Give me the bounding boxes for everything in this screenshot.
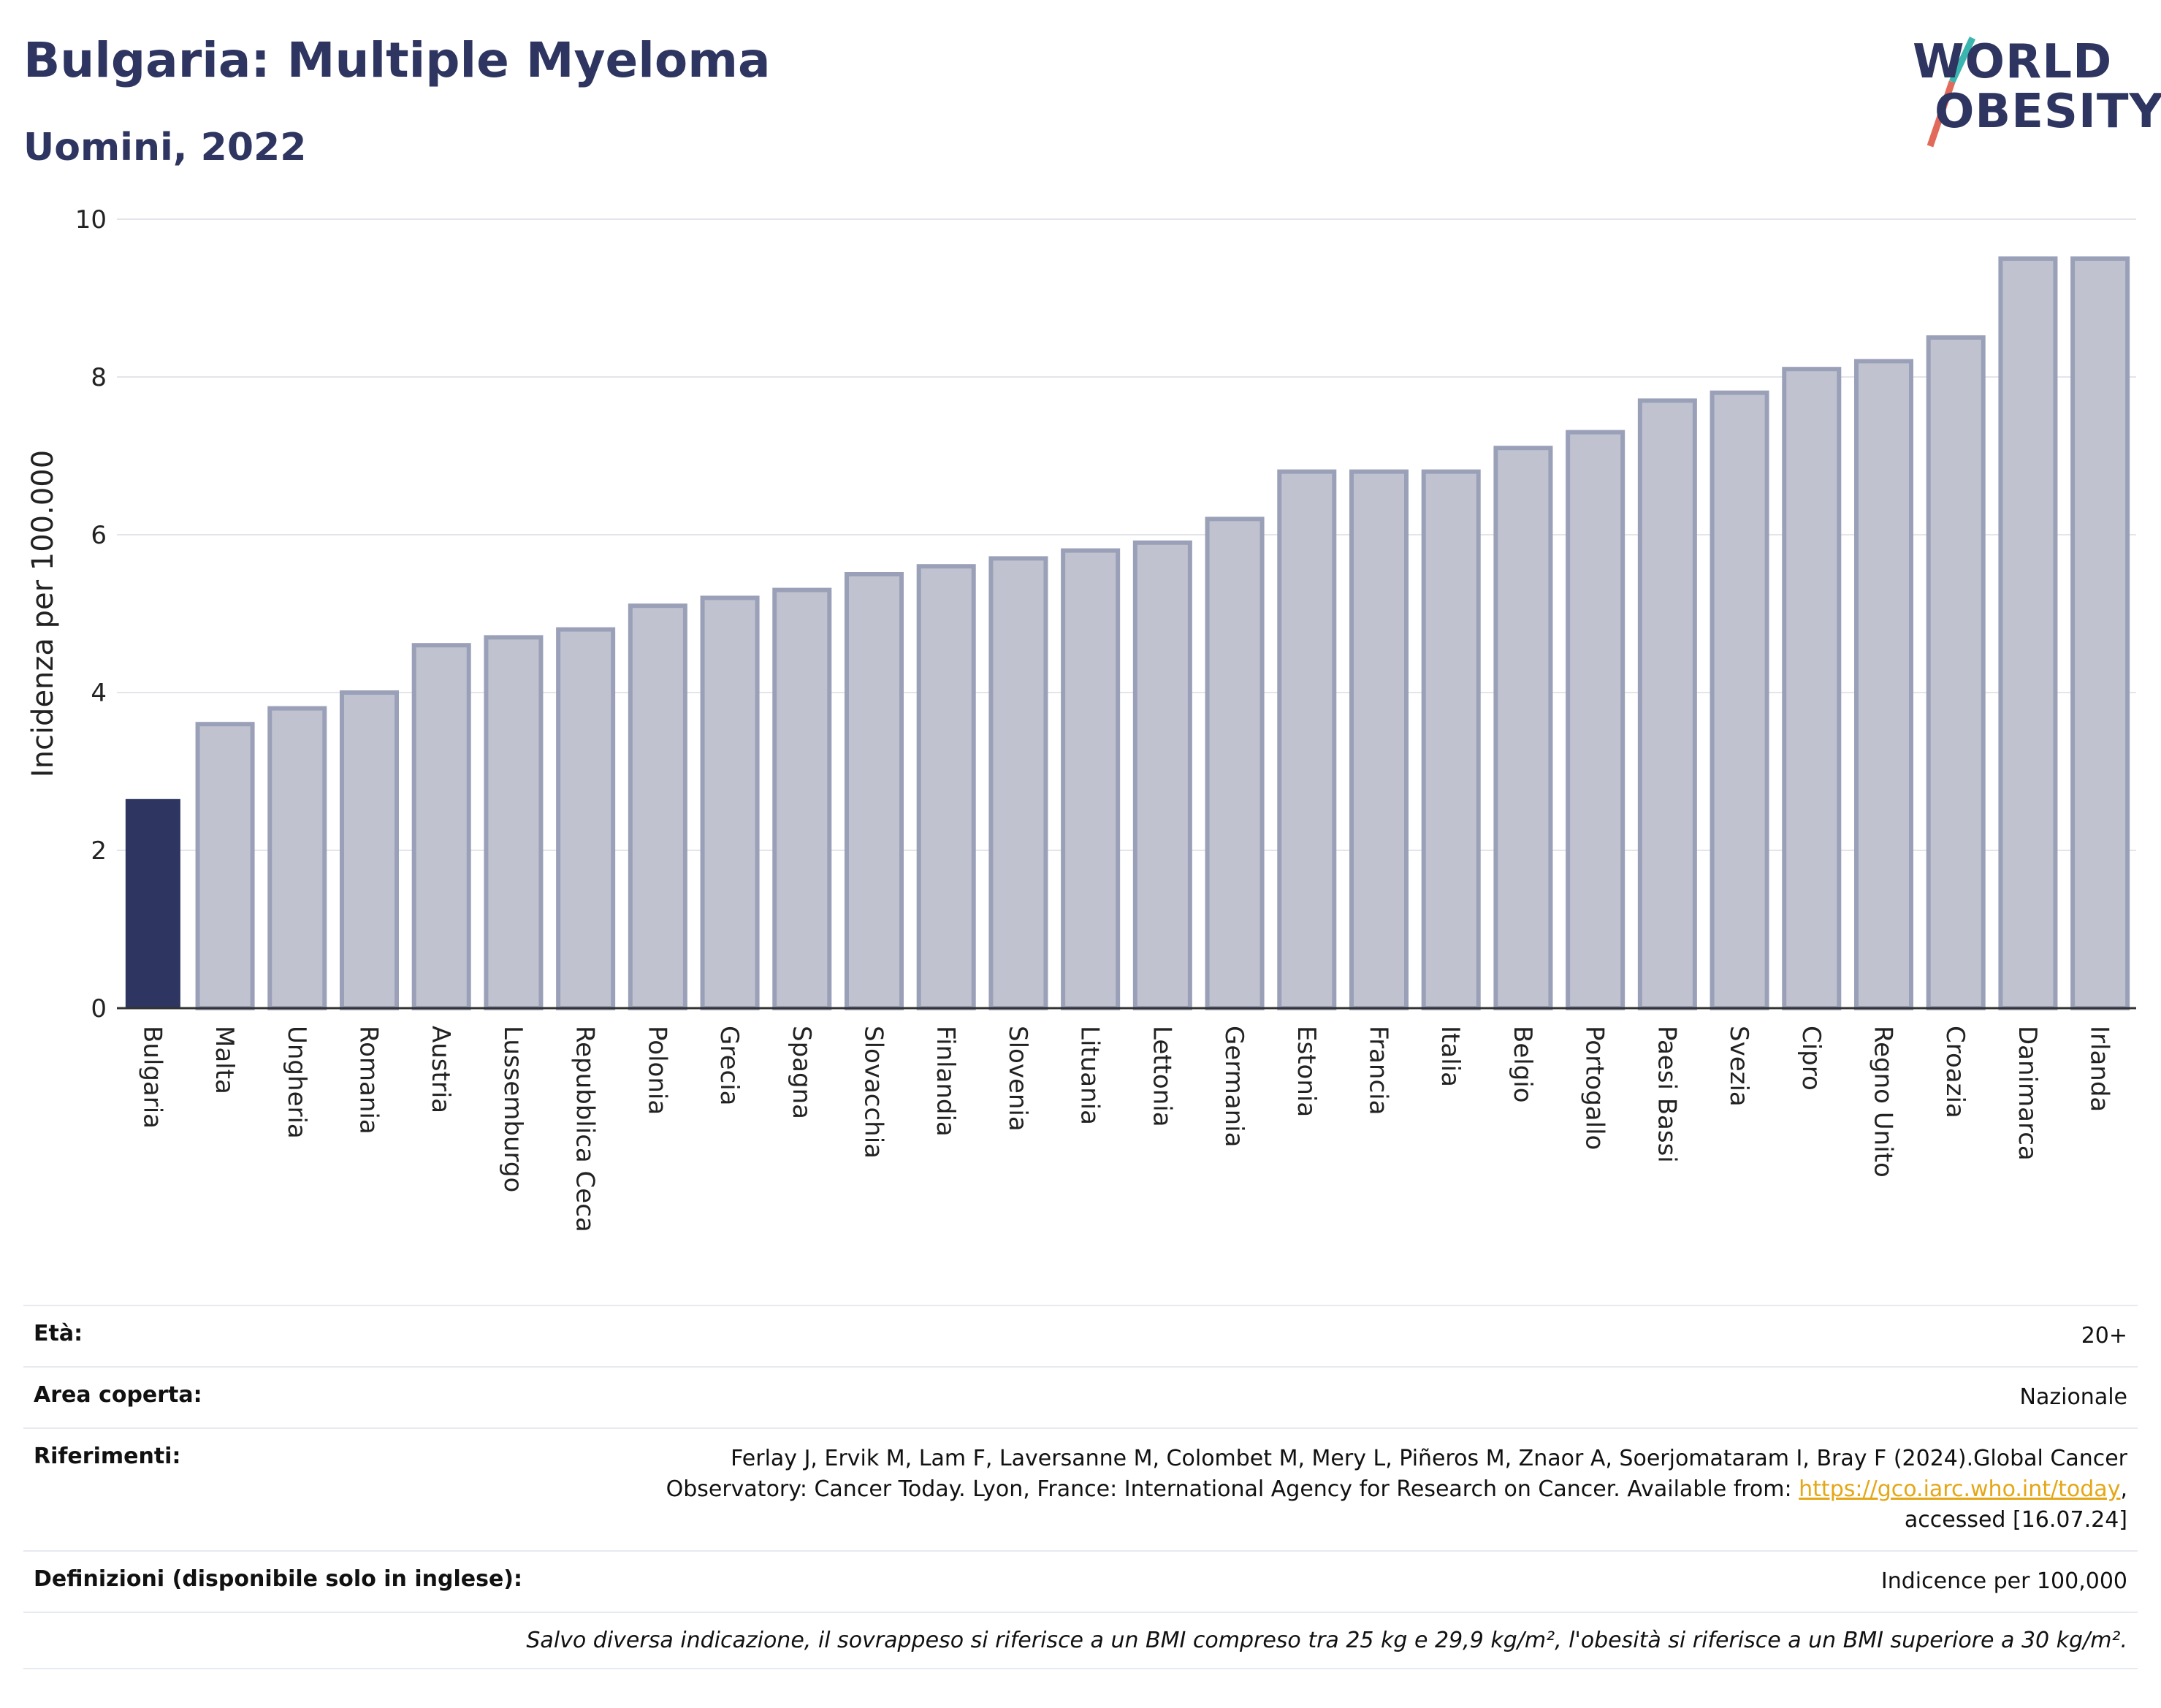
x-tick-label: Estonia	[1292, 1026, 1321, 1117]
bar-irlanda	[2070, 256, 2130, 1010]
chart-bars	[125, 256, 2130, 1011]
meta-row-definitions: Definizioni (disponibile solo in inglese…	[23, 1550, 2138, 1612]
bar-paesi-bassi	[1637, 398, 1697, 1010]
x-tick-label: Paesi Bassi	[1652, 1026, 1681, 1163]
x-tick-label: Portogallo	[1580, 1026, 1609, 1150]
metadata-table: Età: 20+ Area coperta: Nazionale Riferim…	[23, 1305, 2138, 1669]
bar-estonia	[1277, 469, 1337, 1011]
reference-link[interactable]: https://gco.iarc.who.int/today	[1799, 1476, 2121, 1502]
x-tick-label: Finlandia	[931, 1026, 960, 1137]
x-tick-label: Croazia	[1940, 1026, 1970, 1118]
x-tick-label: Spagna	[787, 1026, 816, 1119]
references-label: Riferimenti:	[23, 1427, 555, 1551]
x-tick-label: Slovenia	[1003, 1026, 1032, 1132]
x-tick-label: Ungheria	[282, 1026, 311, 1139]
x-tick-label: Belgio	[1508, 1026, 1537, 1103]
x-tick-label: Lussemburgo	[498, 1026, 527, 1192]
references-value: Ferlay J, Ervik M, Lam F, Laversanne M, …	[555, 1427, 2138, 1551]
area-value: Nazionale	[555, 1366, 2138, 1428]
y-tick-label: 2	[91, 836, 107, 866]
page-subtitle: Uomini, 2022	[23, 126, 307, 169]
bar-malta	[195, 722, 255, 1010]
x-tick-label: Lettonia	[1147, 1026, 1176, 1127]
y-axis-label: Incidenza per 100.000	[26, 450, 60, 777]
x-tick-label: Danimarca	[2013, 1026, 2042, 1161]
bar-repubblica-ceca	[556, 627, 616, 1010]
bar-belgio	[1493, 446, 1553, 1010]
bmi-note: Salvo diversa indicazione, il sovrappeso…	[23, 1612, 2138, 1669]
meta-row-age: Età: 20+	[23, 1305, 2138, 1367]
definitions-value: Indicence per 100,000	[555, 1550, 2138, 1612]
bar-portogallo	[1566, 430, 1625, 1011]
bar-chart: 0 2 4 6 8 10 Bulgaria Malta Ungheria Romania Aust…	[26, 205, 2136, 1232]
definitions-label: Definizioni (disponibile solo in inglese…	[23, 1550, 555, 1612]
bar-slovacchia	[844, 572, 904, 1010]
logo-word-2: OBESITY	[1935, 85, 2161, 139]
x-tick-label: Lituania	[1075, 1026, 1105, 1125]
meta-row-note: Salvo diversa indicazione, il sovrappeso…	[23, 1612, 2138, 1669]
area-label: Area coperta:	[23, 1366, 555, 1428]
bar-croazia	[1926, 335, 1986, 1010]
x-tick-label: Polonia	[642, 1026, 671, 1115]
x-tick-label: Romania	[354, 1026, 384, 1135]
bar-francia	[1349, 469, 1409, 1011]
x-tick-label: Cipro	[1796, 1026, 1826, 1091]
page-title: Bulgaria: Multiple Myeloma	[23, 32, 771, 88]
logo-word-1: WORLD	[1913, 35, 2113, 89]
x-tick-label: Austria	[426, 1026, 455, 1113]
y-tick-label: 10	[75, 205, 107, 235]
bar-bulgaria	[125, 798, 180, 1008]
y-tick-label: 6	[91, 521, 107, 550]
bar-germania	[1205, 516, 1265, 1010]
x-tick-label: Svezia	[1724, 1026, 1753, 1107]
bar-romania	[339, 690, 400, 1010]
x-tick-label: Francia	[1364, 1026, 1393, 1115]
reference-line-3: accessed [16.07.24]	[1904, 1507, 2127, 1533]
bar-finlandia	[916, 564, 976, 1010]
x-tick-label: Grecia	[714, 1026, 744, 1105]
x-tick-label: Germania	[1219, 1026, 1249, 1147]
bar-lussemburgo	[484, 635, 544, 1011]
bar-danimarca	[1998, 256, 2058, 1010]
x-tick-label: Regno Unito	[1869, 1026, 1898, 1178]
x-tick-label: Irlanda	[2085, 1026, 2114, 1112]
age-value: 20+	[555, 1305, 2138, 1367]
bar-slovenia	[988, 556, 1048, 1010]
bar-ungheria	[267, 706, 327, 1010]
bar-svezia	[1710, 390, 1769, 1011]
meta-row-area: Area coperta: Nazionale	[23, 1366, 2138, 1428]
y-tick-label: 0	[91, 994, 107, 1023]
bar-lettonia	[1132, 540, 1192, 1010]
y-tick-label: 4	[91, 679, 107, 708]
bar-italia	[1421, 469, 1481, 1011]
x-tick-label: Slovacchia	[859, 1026, 888, 1159]
bar-polonia	[628, 603, 687, 1010]
bar-lituania	[1061, 548, 1121, 1010]
x-tick-label: Repubblica Ceca	[571, 1026, 600, 1232]
x-tick-label: Malta	[210, 1026, 239, 1094]
bar-spagna	[772, 587, 832, 1010]
reference-line-2-end: ,	[2120, 1476, 2127, 1502]
world-obesity-logo: WORLD OBESITY	[1899, 29, 2161, 153]
bar-regno-unito	[1853, 359, 1914, 1010]
y-axis-ticks: 0 2 4 6 8 10	[75, 205, 107, 1023]
reference-line-1: Ferlay J, Ervik M, Lam F, Laversanne M, …	[731, 1446, 2127, 1471]
bar-austria	[411, 643, 471, 1010]
y-tick-label: 8	[91, 363, 107, 392]
reference-line-2: Observatory: Cancer Today. Lyon, France:…	[666, 1476, 1799, 1502]
meta-row-references: Riferimenti: Ferlay J, Ervik M, Lam F, L…	[23, 1427, 2138, 1551]
age-label: Età:	[23, 1305, 555, 1367]
x-tick-label: Bulgaria	[137, 1026, 167, 1129]
logo-slash-icon	[1926, 37, 1976, 148]
x-axis-labels: Bulgaria Malta Ungheria Romania Austria Lusse…	[137, 1026, 2114, 1232]
bar-grecia	[700, 595, 760, 1010]
x-tick-label: Italia	[1436, 1026, 1465, 1087]
bar-cipro	[1782, 367, 1842, 1010]
